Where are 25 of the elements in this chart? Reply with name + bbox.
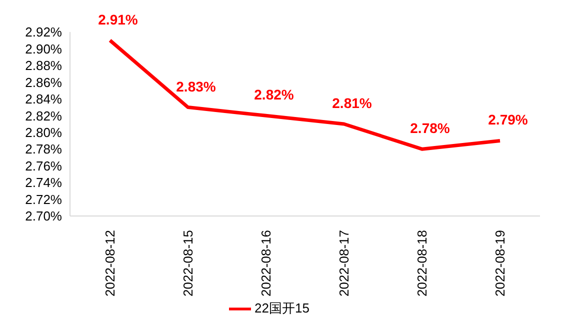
y-tick-label: 2.90% <box>25 41 62 56</box>
text: 2.82% <box>254 86 294 103</box>
y-tick-label: 2.84% <box>25 92 62 107</box>
y-tick-label: 2.78% <box>25 142 62 157</box>
text: 2.81% <box>332 95 372 111</box>
legend-label: 22国开15 <box>254 300 310 316</box>
y-tick-label: 2.72% <box>25 192 62 207</box>
text: 2.79% <box>488 112 528 128</box>
y-tick-label: 2.82% <box>25 108 62 124</box>
y-tick-label: 2.92% <box>25 24 62 40</box>
y-tick-label: 2.86% <box>25 74 62 90</box>
y-tick-label: 2.74% <box>25 175 62 190</box>
x-tick-label: 2022-08-16 <box>258 230 274 296</box>
y-tick-label: 2.70% <box>25 208 62 224</box>
x-tick-label: 2022-08-19 <box>492 230 508 296</box>
x-tick-label: 2022-08-17 <box>336 230 352 296</box>
y-tick-label: 2.88% <box>25 58 62 74</box>
text: 2.91% <box>98 11 138 28</box>
y-tick-label: 2.80% <box>25 124 62 140</box>
x-tick-label: 2022-08-12 <box>102 230 118 296</box>
text: 2.78% <box>410 120 450 136</box>
text: 2.83% <box>176 78 216 94</box>
y-tick-label: 2.76% <box>25 158 62 174</box>
x-tick-label: 2022-08-15 <box>180 230 196 296</box>
x-tick-label: 2022-08-18 <box>414 230 430 296</box>
